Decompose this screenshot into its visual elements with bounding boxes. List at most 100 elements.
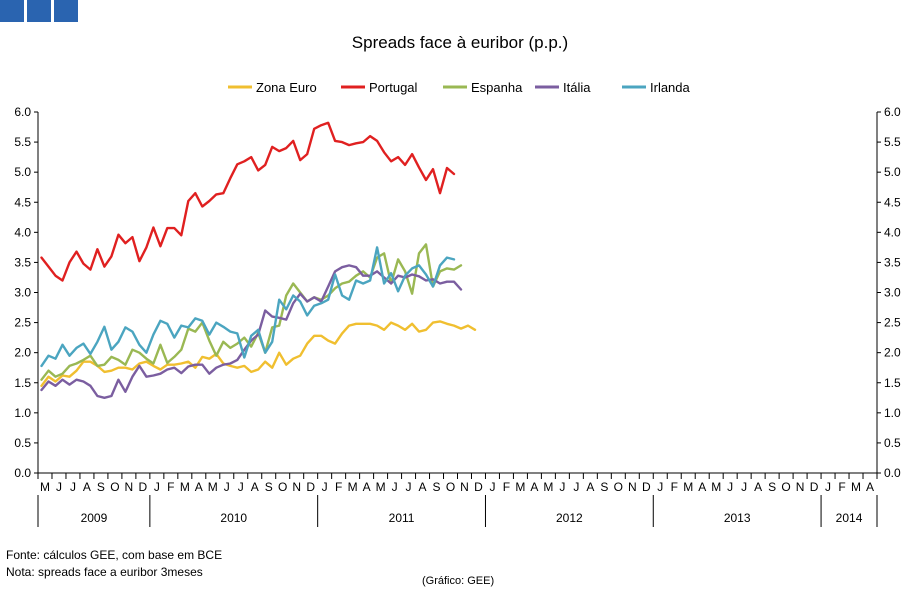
- x-month-label: A: [419, 480, 427, 494]
- x-month-label: A: [698, 480, 706, 494]
- x-month-label: A: [586, 480, 594, 494]
- y-tick-label-left: 0.5: [14, 436, 31, 450]
- x-month-label: M: [376, 480, 386, 494]
- x-month-label: J: [224, 480, 230, 494]
- x-month-label: J: [406, 480, 412, 494]
- series-line-it-lia: [40, 264, 463, 399]
- y-tick-label-right: 2.0: [884, 346, 901, 360]
- y-tick-label-left: 5.0: [14, 165, 31, 179]
- x-month-label: S: [265, 480, 273, 494]
- x-month-label: O: [278, 480, 287, 494]
- y-tick-label-right: 0.0: [884, 466, 901, 480]
- x-month-label: M: [711, 480, 721, 494]
- logo-square: [54, 0, 78, 22]
- y-tick-label-right: 3.0: [884, 286, 901, 300]
- x-month-label: J: [573, 480, 579, 494]
- y-tick-label-left: 2.5: [14, 316, 31, 330]
- x-month-label: M: [683, 480, 693, 494]
- x-month-label: N: [796, 480, 805, 494]
- legend-label: Zona Euro: [256, 80, 317, 95]
- source-note: Fonte: cálculos GEE, com base em BCE: [6, 548, 223, 562]
- y-tick-label-left: 1.5: [14, 376, 31, 390]
- x-month-label: M: [348, 480, 358, 494]
- x-month-label: N: [460, 480, 469, 494]
- logo: [0, 0, 81, 22]
- y-tick-label-right: 5.0: [884, 165, 901, 179]
- logo-square: [0, 0, 24, 22]
- x-month-label: J: [392, 480, 398, 494]
- x-year-label: 2014: [836, 511, 863, 525]
- legend: Zona Euro Portugal Espanha Itália Irlanda: [228, 80, 691, 95]
- x-year-label: 2012: [556, 511, 583, 525]
- x-month-label: F: [671, 480, 678, 494]
- x-month-label: M: [208, 480, 218, 494]
- x-year-label: 2010: [220, 511, 247, 525]
- series-line-irlanda: [40, 246, 456, 368]
- x-month-label: J: [489, 480, 495, 494]
- x-month-label: M: [180, 480, 190, 494]
- x-month-label: J: [322, 480, 328, 494]
- x-month-label: D: [306, 480, 315, 494]
- legend-label: Espanha: [471, 80, 523, 95]
- x-year-label: 2009: [81, 511, 108, 525]
- x-month-label: A: [363, 480, 371, 494]
- x-month-label: J: [154, 480, 160, 494]
- x-month-label: M: [543, 480, 553, 494]
- y-tick-label-left: 4.5: [14, 195, 31, 209]
- y-tick-label-left: 3.5: [14, 255, 31, 269]
- x-month-label: J: [727, 480, 733, 494]
- y-tick-label-left: 6.0: [14, 105, 31, 119]
- x-month-label: O: [446, 480, 455, 494]
- x-month-label: O: [614, 480, 623, 494]
- x-month-label: N: [292, 480, 301, 494]
- x-month-label: A: [754, 480, 762, 494]
- x-month-label: A: [251, 480, 259, 494]
- x-month-label: J: [70, 480, 76, 494]
- x-year-label: 2013: [724, 511, 751, 525]
- x-month-label: D: [642, 480, 651, 494]
- x-month-label: J: [56, 480, 62, 494]
- axes: 0.0 0.0 0.5 0.5 1.0 1.0 1.5 1.5 2.0 2.0 2.5 2.5 3.0 3…: [14, 105, 901, 527]
- x-month-label: F: [838, 480, 845, 494]
- x-month-label: M: [515, 480, 525, 494]
- x-month-label: S: [768, 480, 776, 494]
- x-month-label: S: [433, 480, 441, 494]
- y-tick-label-right: 4.5: [884, 195, 901, 209]
- x-month-label: A: [530, 480, 538, 494]
- legend-label: Itália: [563, 80, 591, 95]
- y-tick-label-right: 1.0: [884, 406, 901, 420]
- series-lines: [40, 121, 477, 399]
- chart-credit: (Gráfico: GEE): [422, 575, 495, 587]
- series-line-portugal: [40, 121, 456, 282]
- x-month-label: D: [810, 480, 819, 494]
- x-month-label: O: [781, 480, 790, 494]
- x-month-label: J: [741, 480, 747, 494]
- x-month-label: J: [657, 480, 663, 494]
- x-month-label: M: [40, 480, 50, 494]
- y-tick-label-left: 3.0: [14, 286, 31, 300]
- y-tick-label-right: 1.5: [884, 376, 901, 390]
- x-month-label: D: [139, 480, 148, 494]
- y-tick-label-right: 6.0: [884, 105, 901, 119]
- x-month-label: F: [335, 480, 342, 494]
- y-tick-label-right: 5.5: [884, 135, 901, 149]
- footnote: Nota: spreads face a euribor 3meses: [6, 565, 203, 579]
- legend-label: Portugal: [369, 80, 418, 95]
- x-month-label: O: [110, 480, 119, 494]
- x-month-label: A: [866, 480, 874, 494]
- x-month-label: J: [238, 480, 244, 494]
- x-month-label: J: [825, 480, 831, 494]
- y-tick-label-left: 2.0: [14, 346, 31, 360]
- x-month-label: D: [474, 480, 483, 494]
- x-year-label: 2011: [389, 511, 415, 525]
- x-month-label: F: [503, 480, 510, 494]
- x-month-label: F: [167, 480, 174, 494]
- x-month-label: A: [83, 480, 91, 494]
- y-tick-label-right: 4.0: [884, 225, 901, 239]
- x-month-label: S: [97, 480, 105, 494]
- y-tick-label-left: 0.0: [14, 466, 31, 480]
- y-tick-label-right: 0.5: [884, 436, 901, 450]
- y-tick-label-left: 4.0: [14, 225, 31, 239]
- x-month-label: N: [125, 480, 134, 494]
